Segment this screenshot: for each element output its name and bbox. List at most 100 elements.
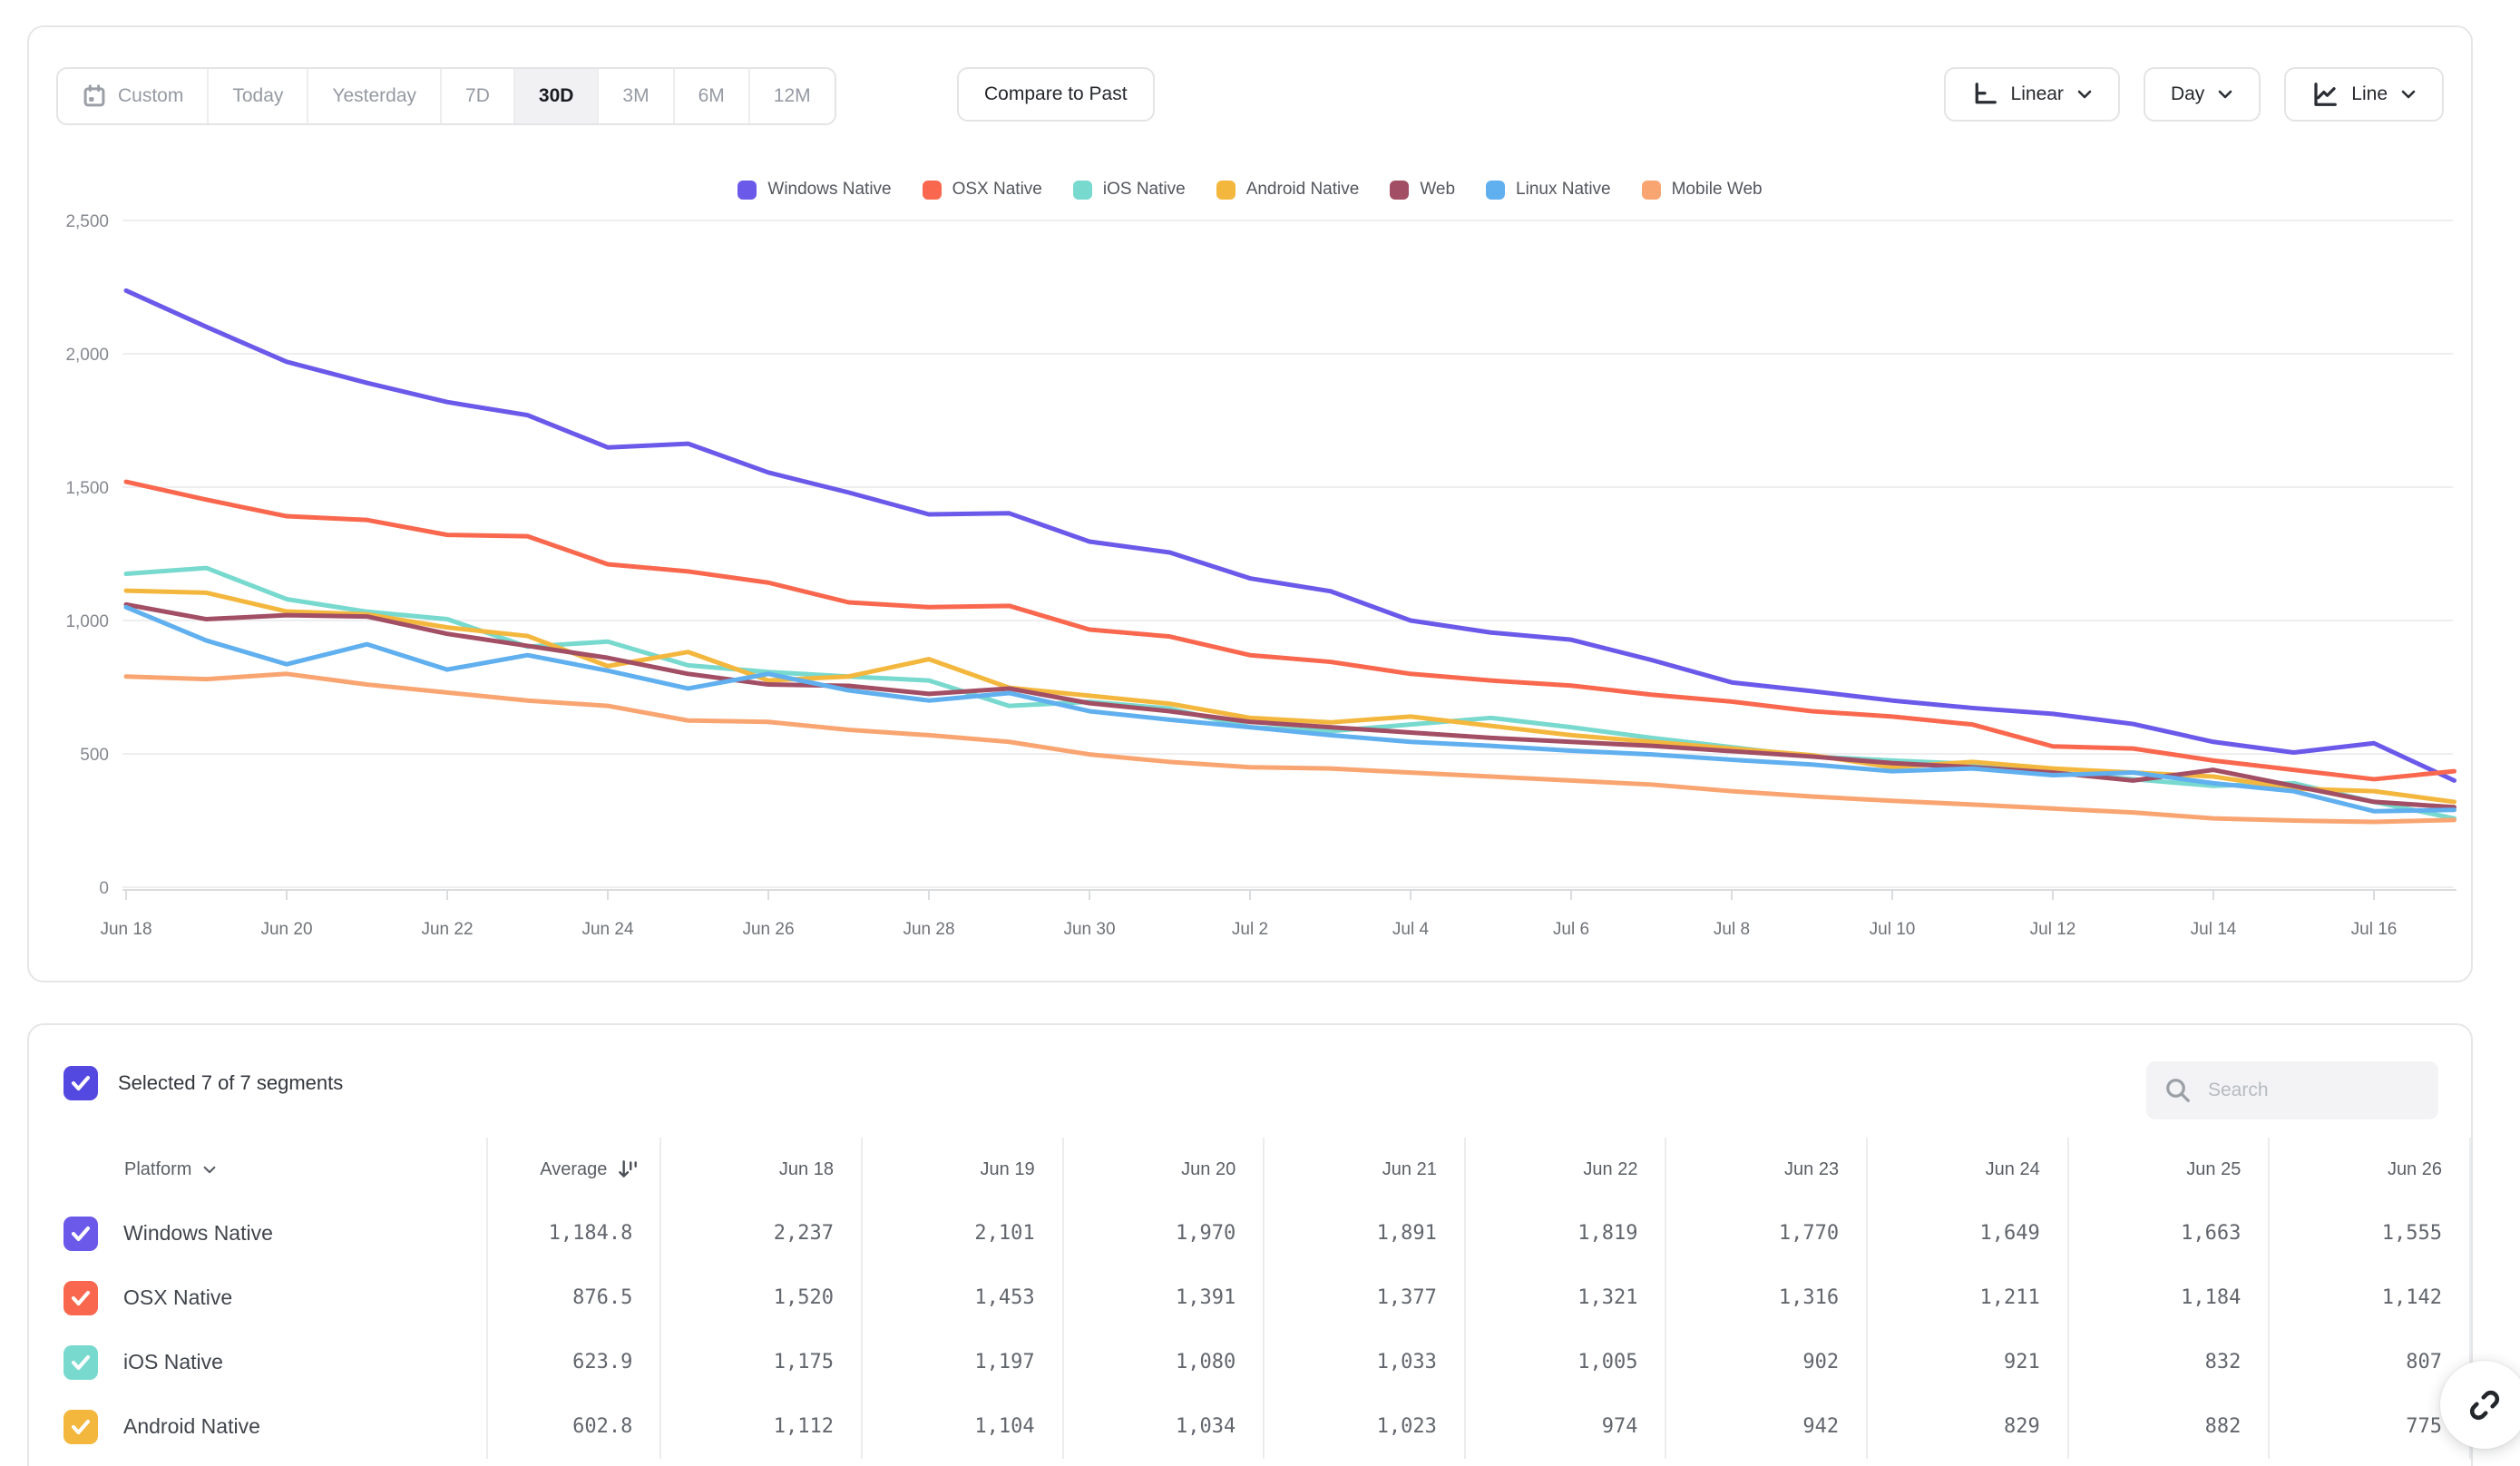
segment-checkbox[interactable]	[63, 1409, 98, 1444]
scale-dropdown-label: Linear	[2010, 83, 2064, 104]
daily-value: 1,453	[861, 1266, 1064, 1330]
chart-type-dropdown[interactable]: Line	[2284, 67, 2444, 122]
legend-item-windows-native[interactable]: Windows Native	[737, 180, 892, 200]
range-7d[interactable]: 7D	[442, 69, 515, 123]
range-yesterday[interactable]: Yesterday	[308, 69, 443, 123]
link-icon	[2469, 1390, 2499, 1420]
average-value: 1,184.8	[487, 1201, 662, 1266]
selected-segments-label: Selected 7 of 7 segments	[118, 1071, 344, 1094]
legend-item-linux-native[interactable]: Linux Native	[1486, 180, 1611, 200]
legend-label: OSX Native	[952, 180, 1042, 199]
daily-value: 1,316	[1665, 1266, 1869, 1330]
date-column-header[interactable]: Jun 19	[861, 1138, 1064, 1201]
daily-value: 1,184	[2067, 1266, 2271, 1330]
chevron-down-icon	[2077, 90, 2092, 99]
daily-value: 1,034	[1062, 1394, 1265, 1459]
line-chart[interactable]: 0 500 1,000 1,500 2,000 2,500 Jun 18 Jun 20 Jun …	[29, 27, 2471, 980]
y-axis-label: 1,000	[65, 612, 109, 631]
range-3m[interactable]: 3M	[599, 69, 675, 123]
y-axis-label: 500	[80, 746, 109, 765]
compare-to-past-button[interactable]: Compare to Past	[957, 67, 1155, 122]
range-label: 12M	[773, 85, 811, 106]
interval-dropdown[interactable]: Day	[2143, 67, 2261, 122]
range-label: Yesterday	[332, 85, 417, 106]
legend-item-android-native[interactable]: Android Native	[1216, 180, 1359, 200]
legend-item-web[interactable]: Web	[1390, 180, 1455, 200]
chevron-down-icon	[2401, 90, 2416, 99]
date-column-header[interactable]: Jun 25	[2067, 1138, 2271, 1201]
range-12m[interactable]: 12M	[749, 69, 835, 123]
daily-value: 1,555	[2269, 1201, 2471, 1266]
range-6m[interactable]: 6M	[674, 69, 750, 123]
date-column-header[interactable]: Jun 23	[1665, 1138, 1869, 1201]
average-value: 623.9	[487, 1330, 662, 1394]
segment-checkbox[interactable]	[63, 1280, 98, 1315]
date-column-header[interactable]: Jun 21	[1264, 1138, 1466, 1201]
daily-value: 1,391	[1062, 1266, 1265, 1330]
daily-value: 1,023	[1264, 1394, 1466, 1459]
daily-value: 1,005	[1464, 1330, 1667, 1394]
x-axis-label: Jun 26	[742, 920, 794, 939]
date-column-header[interactable]: Jun 26	[2269, 1138, 2471, 1201]
x-axis-label: Jun 22	[421, 920, 473, 939]
legend-swatch	[1072, 180, 1092, 200]
series-line-android-native[interactable]	[123, 588, 2457, 805]
range-custom[interactable]: Custom	[58, 69, 210, 123]
chart-legend: Windows Native OSX Native iOS Native Androi…	[29, 180, 2471, 200]
x-axis-label: Jul 12	[2030, 920, 2076, 939]
daily-value: 2,101	[861, 1201, 1064, 1266]
legend-swatch	[1216, 180, 1236, 200]
linear-scale-icon	[1975, 83, 1997, 104]
y-axis-label: 1,500	[65, 479, 109, 498]
select-all-checkbox[interactable]	[63, 1066, 98, 1100]
series-line-windows-native[interactable]	[123, 288, 2457, 783]
segment-checkbox[interactable]	[63, 1344, 98, 1380]
daily-value: 1,104	[861, 1394, 1064, 1459]
legend-item-ios-native[interactable]: iOS Native	[1072, 180, 1186, 200]
check-icon	[72, 1290, 90, 1305]
legend-label: Windows Native	[767, 180, 892, 199]
platform-column-header[interactable]: Platform	[56, 1138, 489, 1201]
series-line-mobile-web[interactable]	[123, 671, 2457, 825]
series-line-web[interactable]	[123, 601, 2457, 810]
average-column-header[interactable]: Average	[487, 1138, 662, 1201]
y-axis-label: 0	[99, 879, 109, 898]
date-column-header[interactable]: Jun 18	[660, 1138, 863, 1201]
chart-toolbar: Custom Today Yesterday 7D 30D 3M 6M 12M Compare…	[29, 67, 2471, 125]
daily-value: 829	[1867, 1394, 2069, 1459]
legend-label: iOS Native	[1102, 180, 1186, 199]
legend-label: Web	[1420, 180, 1456, 199]
series-line-linux-native[interactable]	[123, 604, 2457, 814]
daily-value: 775	[2269, 1394, 2471, 1459]
legend-item-mobile-web[interactable]: Mobile Web	[1641, 180, 1763, 200]
series-line-osx-native[interactable]	[123, 479, 2457, 782]
share-link-button[interactable]	[2440, 1361, 2520, 1449]
average-value: 602.8	[487, 1394, 662, 1459]
range-today[interactable]: Today	[209, 69, 309, 123]
scale-dropdown[interactable]: Linear	[1943, 67, 2120, 122]
search-input[interactable]	[2206, 1079, 2418, 1102]
daily-value: 974	[1464, 1394, 1667, 1459]
segment-checkbox[interactable]	[63, 1216, 98, 1251]
range-30d[interactable]: 30D	[514, 69, 600, 123]
calendar-icon	[83, 84, 105, 107]
legend-swatch	[1486, 180, 1506, 200]
search-box[interactable]	[2146, 1061, 2438, 1119]
x-axis-label: Jun 30	[1063, 920, 1115, 939]
date-column-header[interactable]: Jun 22	[1464, 1138, 1667, 1201]
check-icon	[72, 1419, 90, 1434]
range-label: 6M	[698, 85, 725, 106]
chevron-down-icon	[204, 1166, 216, 1173]
daily-value: 2,237	[660, 1201, 863, 1266]
segment-name: OSX Native	[123, 1285, 233, 1309]
date-column-header[interactable]: Jun 20	[1062, 1138, 1265, 1201]
x-axis-label: Jun 28	[903, 920, 954, 939]
legend-label: Mobile Web	[1671, 180, 1763, 199]
legend-item-osx-native[interactable]: OSX Native	[922, 180, 1042, 200]
date-column-header[interactable]: Jun 24	[1867, 1138, 2069, 1201]
legend-swatch	[922, 180, 942, 200]
daily-value: 942	[1665, 1394, 1869, 1459]
legend-swatch	[1390, 180, 1410, 200]
daily-value: 882	[2067, 1394, 2271, 1459]
check-icon	[72, 1226, 90, 1241]
